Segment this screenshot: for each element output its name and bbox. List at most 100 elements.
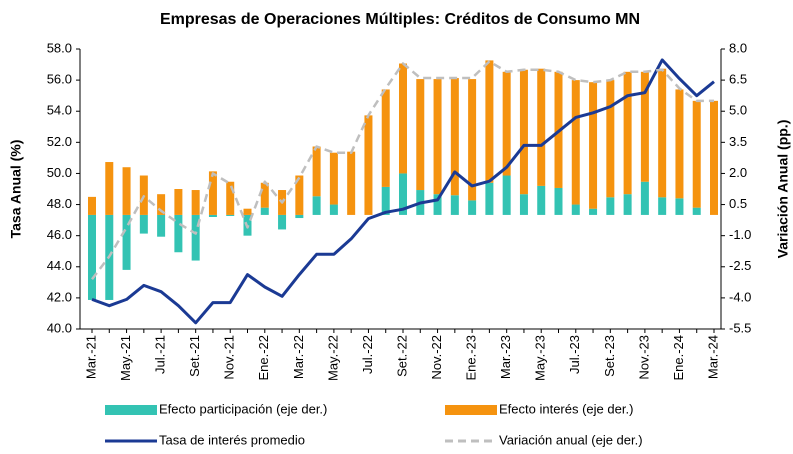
bar xyxy=(157,214,166,237)
bar xyxy=(658,68,667,198)
y-tick-label: 42.0 xyxy=(47,289,72,304)
y2-tick-label: -4.0 xyxy=(729,289,751,304)
bar xyxy=(399,173,407,215)
bar xyxy=(226,214,235,216)
bar xyxy=(692,100,701,208)
x-tick-label: May.-21 xyxy=(118,335,133,381)
bar xyxy=(640,71,649,182)
x-tick-label: Mar.-24 xyxy=(705,335,720,379)
y-tick-label: 44.0 xyxy=(47,258,72,273)
x-tick-label: Mar.-22 xyxy=(291,335,306,379)
y-tick-label: 52.0 xyxy=(47,134,72,149)
legend-label: Efecto participación (eje der.) xyxy=(159,401,327,416)
legend-swatch xyxy=(445,405,497,415)
bar xyxy=(468,79,477,201)
bar xyxy=(658,197,667,215)
bar xyxy=(191,190,200,215)
y-tick-label: 46.0 xyxy=(47,227,72,242)
x-tick-label: Ene.-23 xyxy=(464,335,479,381)
x-tick-label: Set.-23 xyxy=(602,335,617,377)
line xyxy=(91,58,715,325)
bar xyxy=(208,171,217,215)
bar xyxy=(174,214,183,253)
chart-title: Empresas de Operaciones Múltiples: Crédi… xyxy=(160,11,640,28)
x-tick-label: Nov.-22 xyxy=(429,335,444,380)
bar xyxy=(381,186,390,215)
y-tick-label: 56.0 xyxy=(47,72,72,87)
y2-tick-label: 5.0 xyxy=(729,103,747,118)
y2-tick-label: 0.5 xyxy=(729,196,747,211)
y2-tick-label: -1.0 xyxy=(729,227,751,242)
bar xyxy=(105,162,114,215)
bar xyxy=(191,214,200,261)
bar xyxy=(589,208,598,215)
bar xyxy=(519,69,528,195)
bar xyxy=(416,79,425,191)
bar xyxy=(88,196,96,215)
x-tick-label: Set.-21 xyxy=(187,335,202,377)
bar xyxy=(88,214,96,300)
y2-tick-label: -2.5 xyxy=(729,258,751,273)
y-tick-label: 50.0 xyxy=(47,165,72,180)
y-tick-label: 40.0 xyxy=(47,320,72,335)
bar xyxy=(364,115,373,215)
bar xyxy=(571,80,580,205)
y-tick-label: 54.0 xyxy=(47,103,72,118)
bar xyxy=(208,214,217,217)
bar xyxy=(589,82,598,209)
y2-tick-label: 3.5 xyxy=(729,134,747,149)
bar xyxy=(174,189,183,215)
bar xyxy=(502,175,511,215)
y2-tick-label: 6.5 xyxy=(729,72,747,87)
bar xyxy=(433,194,442,215)
x-tick-label: May.-23 xyxy=(533,335,548,381)
x-tick-label: Mar.-23 xyxy=(498,335,513,379)
bar xyxy=(502,71,511,176)
bar xyxy=(537,185,546,215)
line xyxy=(91,60,714,280)
bar xyxy=(278,214,287,230)
x-tick-label: Jul.-23 xyxy=(567,335,582,374)
legend-swatch xyxy=(105,405,157,415)
bar xyxy=(122,214,131,270)
x-tick-label: Nov.-23 xyxy=(636,335,651,380)
x-tick-label: Ene.-24 xyxy=(671,335,686,381)
y2-tick-label: 8.0 xyxy=(729,40,747,55)
x-tick-label: Jul.-22 xyxy=(360,335,375,374)
y-tick-label: 48.0 xyxy=(47,196,72,211)
x-tick-label: Ene.-22 xyxy=(256,335,271,381)
bar xyxy=(571,204,580,215)
y-axis-title: Tasa Anual (%) xyxy=(8,140,24,239)
bar xyxy=(139,214,148,234)
bar xyxy=(675,198,684,215)
bar xyxy=(485,182,494,215)
bar xyxy=(312,196,321,215)
bar xyxy=(606,80,615,198)
bar xyxy=(606,197,615,215)
bar xyxy=(243,208,252,215)
bar xyxy=(675,89,684,199)
x-tick-label: May.-22 xyxy=(325,335,340,381)
bar xyxy=(537,68,546,186)
legend-label: Tasa de interés promedio xyxy=(159,432,305,447)
x-tick-label: Set.-22 xyxy=(394,335,409,377)
x-tick-label: Nov.-21 xyxy=(222,335,237,380)
bar xyxy=(485,60,494,183)
bar xyxy=(554,187,563,215)
y2-tick-label: -5.5 xyxy=(729,320,751,335)
bar xyxy=(157,194,166,215)
bar xyxy=(312,146,321,197)
bar xyxy=(295,175,304,215)
bar xyxy=(260,182,269,208)
bar xyxy=(295,214,304,219)
bar xyxy=(329,204,338,215)
y-tick-label: 58.0 xyxy=(47,40,72,55)
legend-label: Efecto interés (eje der.) xyxy=(499,401,633,416)
x-tick-label: Mar.-21 xyxy=(83,335,98,379)
bar xyxy=(381,89,390,187)
bar xyxy=(450,78,459,196)
bar xyxy=(329,152,338,205)
bar xyxy=(710,100,718,215)
bar xyxy=(640,181,649,215)
